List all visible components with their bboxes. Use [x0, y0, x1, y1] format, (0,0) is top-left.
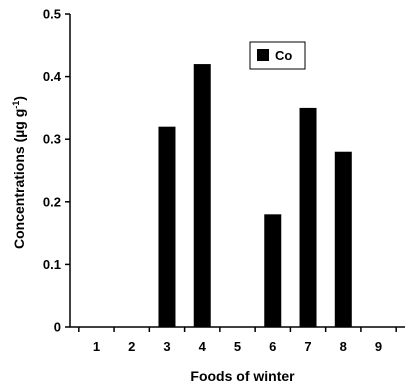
- y-tick-label: 0.5: [43, 7, 61, 22]
- bar-3: [158, 126, 176, 328]
- x-tick-label: 1: [93, 339, 100, 354]
- y-ticks-group: 0 0.1 0.2 0.3 0.4 0.5: [43, 7, 70, 335]
- y-tick-label: 0.1: [43, 257, 61, 272]
- legend-label: Co: [275, 48, 292, 63]
- x-ticks-group: 1 2 3 4 5 6 7 8 9: [78, 327, 397, 354]
- y-tick-label: 0.2: [43, 194, 61, 209]
- x-tick-label: 9: [375, 339, 382, 354]
- x-tick-label: 5: [234, 339, 241, 354]
- y-axis-title-superscript: -1: [11, 101, 21, 109]
- x-tick-label: 7: [304, 339, 311, 354]
- legend-box: [249, 41, 306, 70]
- x-tick-label: 2: [128, 339, 135, 354]
- bar-4: [193, 64, 211, 327]
- x-axis-title: Foods of winter: [190, 368, 295, 384]
- x-tick-label: 4: [199, 339, 207, 354]
- bar-8: [334, 151, 352, 327]
- y-axis-title-close: ): [11, 96, 27, 101]
- y-tick-label: 0.3: [43, 132, 61, 147]
- y-axis-title: Concentrations (µg g-1): [11, 96, 27, 249]
- bars-group: [158, 64, 352, 328]
- y-tick-label: 0.4: [43, 69, 62, 84]
- x-tick-label: 3: [163, 339, 170, 354]
- x-tick-label: 6: [269, 339, 276, 354]
- bar-6: [264, 214, 282, 327]
- legend: Co: [249, 41, 306, 70]
- x-tick-label: 8: [340, 339, 347, 354]
- bar-7: [299, 107, 317, 328]
- y-axis-title-main: Concentrations (µg g: [11, 109, 27, 249]
- y-tick-label: 0: [54, 320, 61, 335]
- legend-swatch: [257, 49, 269, 61]
